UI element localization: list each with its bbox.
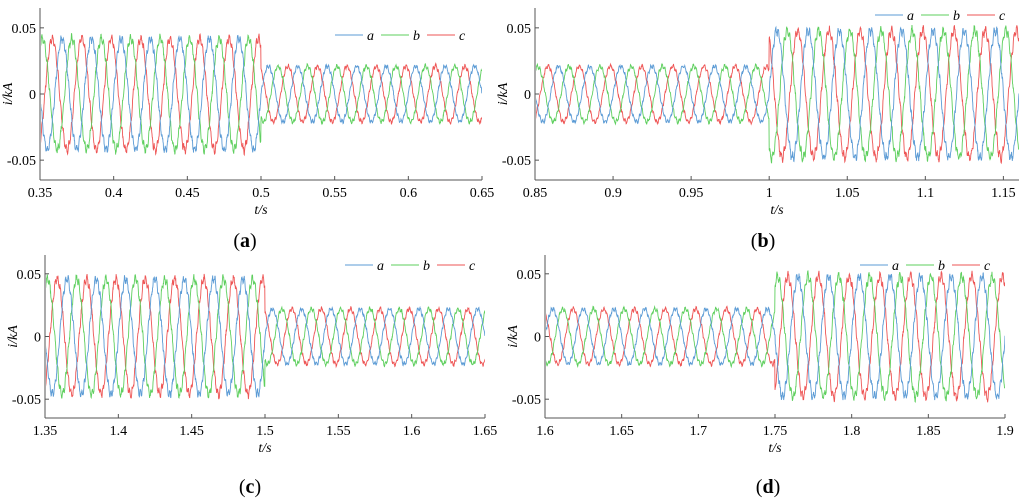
legend-label-b: b	[938, 259, 945, 274]
legend: a b c	[860, 259, 991, 274]
x-tick-label: 1.35	[33, 424, 58, 439]
y-tick-label: 0.05	[17, 268, 42, 283]
legend: a b c	[875, 9, 1006, 24]
x-tick-label: 0.45	[175, 186, 200, 201]
x-tick-label: 0.55	[322, 186, 347, 201]
y-axis-label: i/kA	[506, 325, 521, 348]
chart-panel-a: 0.35 0.4 0.45 0.5 0.55 0.6 0.65 0.05 0 -0.05 t/s i/…	[1, 8, 494, 252]
x-tick-label: 1.45	[179, 424, 204, 439]
y-tick-label: -0.05	[512, 393, 541, 408]
legend-label-b: b	[413, 29, 420, 44]
panel-caption: (d)	[756, 476, 780, 498]
x-tick-label: 1.6	[403, 424, 421, 439]
y-tick-label: -0.05	[7, 154, 36, 169]
legend-label-c: c	[469, 259, 476, 274]
legend-label-b: b	[423, 259, 430, 274]
x-axis-label: t/s	[770, 203, 784, 218]
chart-panel-b: 0.85 0.9 0.95 1 1.05 1.1 1.15 0.05 0 -0.05 t/s i/kA…	[496, 8, 1019, 252]
chart-panel-d: 1.6 1.65 1.7 1.75 1.8 1.85 1.9 0.05 0 -0.05 t/s i/k…	[506, 255, 1014, 498]
x-tick-label: 1	[766, 186, 773, 201]
x-tick-label: 1.9	[996, 424, 1014, 439]
legend-label-a: a	[892, 259, 899, 274]
y-tick-label: 0.05	[517, 268, 542, 283]
y-axis-label: i/kA	[496, 82, 511, 105]
x-tick-label: 1.75	[763, 424, 788, 439]
x-tick-label: 1.85	[916, 424, 941, 439]
x-tick-label: 0.35	[28, 186, 53, 201]
series-line-a	[46, 275, 485, 399]
y-tick-label: -0.05	[502, 154, 531, 169]
x-tick-label: 1.4	[110, 424, 128, 439]
x-tick-label: 0.5	[252, 186, 270, 201]
series-line-b	[41, 32, 482, 155]
y-tick-label: 0	[34, 331, 41, 346]
panel-caption: (a)	[233, 230, 256, 252]
legend-label-c: c	[984, 259, 991, 274]
legend-label-c: c	[459, 29, 466, 44]
x-tick-label: 1.15	[991, 186, 1016, 201]
x-tick-label: 1.5	[256, 424, 274, 439]
y-tick-label: 0.05	[507, 22, 532, 37]
x-axis-label: t/s	[258, 441, 272, 456]
x-tick-label: 0.85	[523, 186, 548, 201]
panel-caption: (b)	[751, 230, 775, 252]
traces	[46, 273, 485, 400]
panel-caption: (c)	[239, 476, 261, 498]
legend-label-a: a	[377, 259, 384, 274]
legend: a b c	[345, 259, 476, 274]
x-tick-label: 1.65	[609, 424, 634, 439]
series-line-b	[546, 270, 1005, 403]
x-tick-label: 0.95	[679, 186, 704, 201]
series-line-c	[546, 270, 1005, 403]
x-tick-label: 1.65	[473, 424, 498, 439]
y-tick-label: 0	[534, 331, 541, 346]
legend-label-b: b	[953, 9, 960, 24]
legend-label-a: a	[907, 9, 914, 24]
traces	[536, 24, 1019, 165]
x-tick-label: 0.65	[470, 186, 495, 201]
y-tick-label: -0.05	[12, 393, 41, 408]
x-tick-label: 1.05	[835, 186, 860, 201]
x-tick-label: 0.6	[400, 186, 418, 201]
y-axis-label: i/kA	[6, 325, 21, 348]
series-line-b	[46, 273, 485, 400]
series-line-a	[41, 34, 482, 153]
y-axis-label: i/kA	[1, 82, 16, 105]
y-tick-label: 0.05	[12, 22, 37, 37]
x-tick-label: 1.7	[690, 424, 708, 439]
x-tick-label: 0.9	[604, 186, 622, 201]
x-tick-label: 1.55	[326, 424, 351, 439]
series-line-a	[536, 25, 1019, 163]
series-line-a	[546, 272, 1005, 401]
series-line-c	[41, 33, 482, 157]
x-tick-label: 1.6	[536, 424, 554, 439]
legend-label-a: a	[367, 29, 374, 44]
series-line-b	[536, 24, 1019, 164]
x-tick-label: 1.1	[917, 186, 935, 201]
legend: a b c	[335, 29, 466, 44]
x-tick-label: 0.4	[105, 186, 123, 201]
y-tick-label: 0	[29, 88, 36, 103]
y-tick-label: 0	[524, 88, 531, 103]
traces	[546, 270, 1005, 403]
x-axis-label: t/s	[254, 203, 268, 218]
x-axis-label: t/s	[768, 441, 782, 456]
traces	[41, 32, 482, 157]
x-tick-label: 1.8	[843, 424, 861, 439]
legend-label-c: c	[999, 9, 1006, 24]
series-line-c	[46, 273, 485, 400]
chart-panel-c: 1.35 1.4 1.45 1.5 1.55 1.6 1.65 0.05 0 -0.05 t/s i/…	[6, 255, 497, 498]
